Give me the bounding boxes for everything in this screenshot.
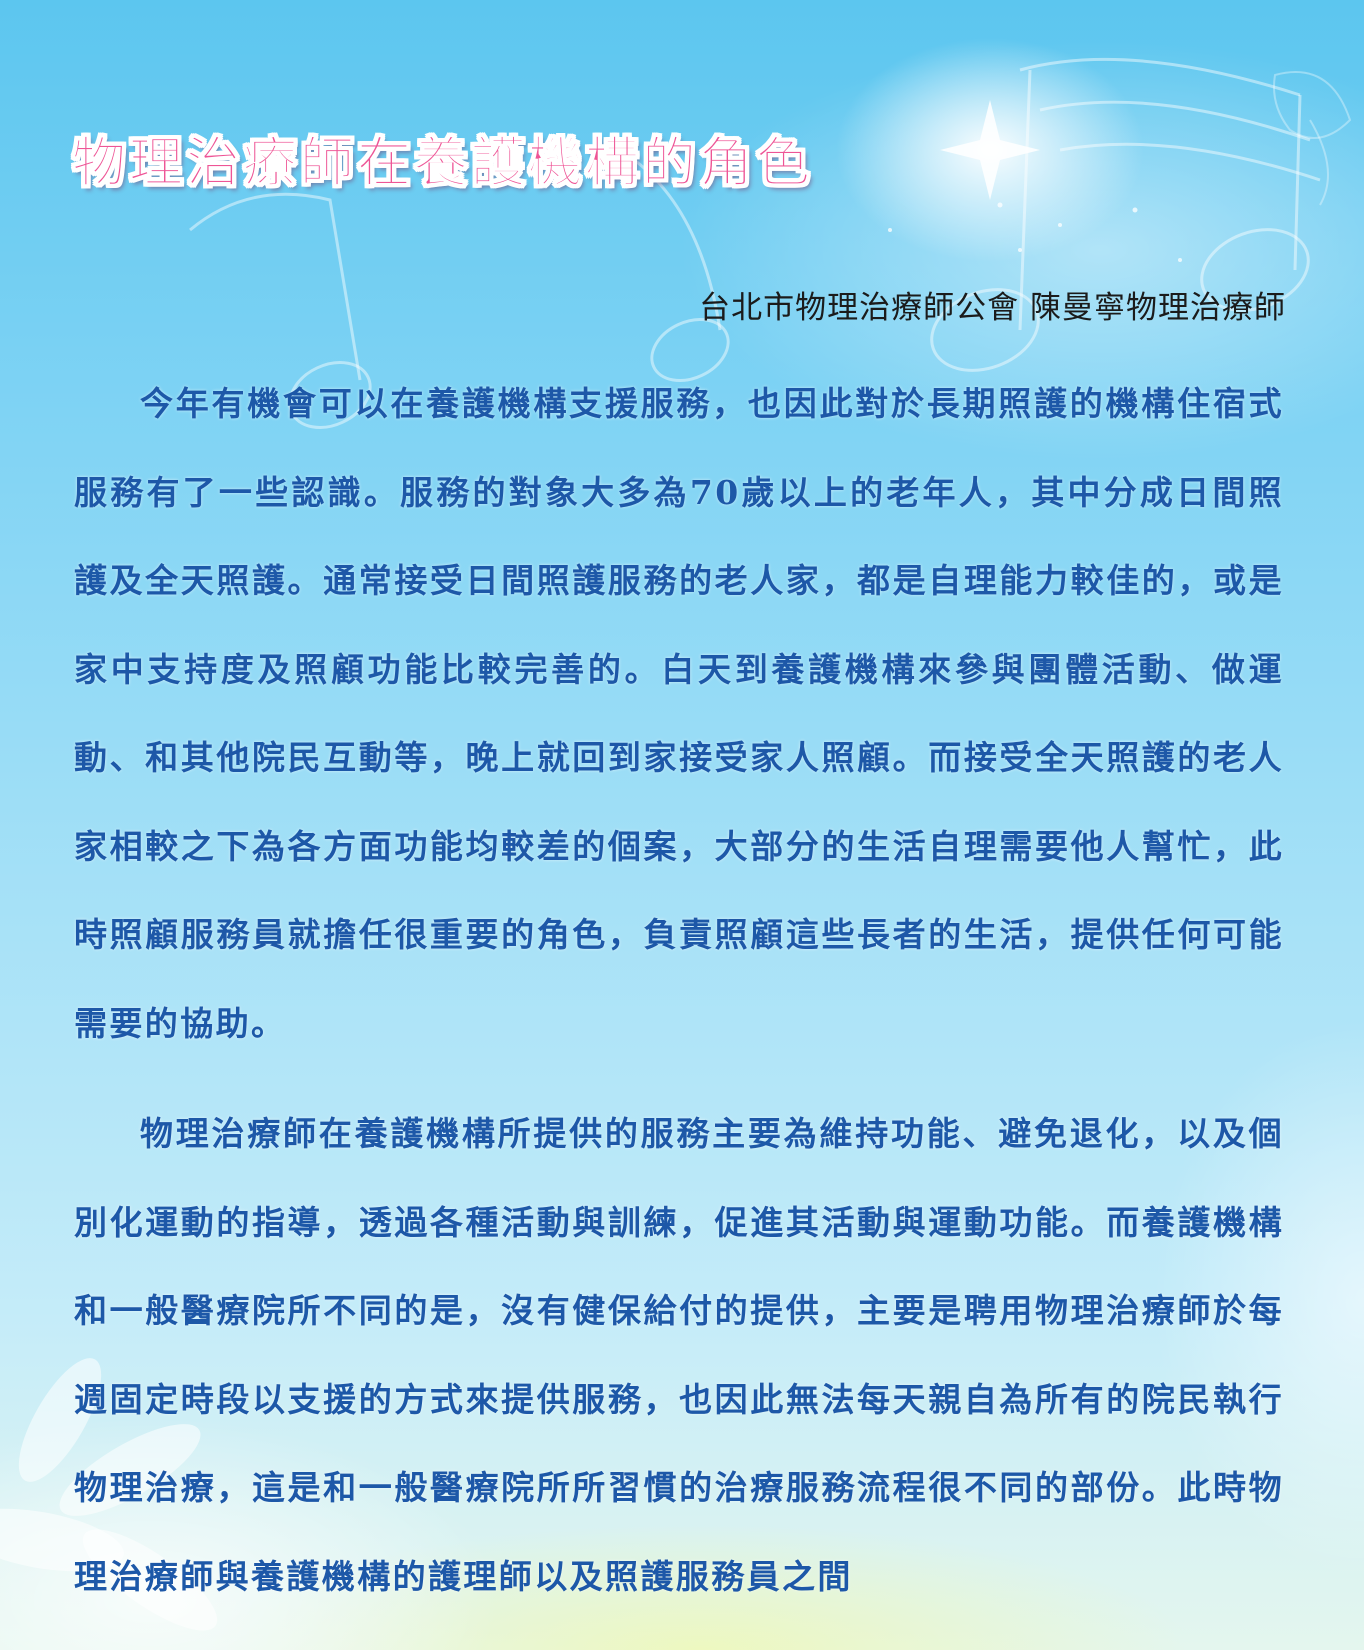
author-line: 台北市物理治療師公會 陳曼寧物理治療師 bbox=[699, 290, 1286, 326]
paragraph-2: 物理治療師在養護機構所提供的服務主要為維持功能、避免退化，以及個別化運動的指導，… bbox=[74, 1114, 1284, 1596]
article-body: 今年有機會可以在養護機構支援服務，也因此對於長期照護的機構住宿式服務有了一些認識… bbox=[74, 360, 1284, 1621]
paragraph-1: 今年有機會可以在養護機構支援服務，也因此對於長期照護的機構住宿式服務有了一些認識… bbox=[74, 384, 1284, 1043]
article-title: 物理治療師在養護機構的角色 bbox=[72, 131, 813, 195]
